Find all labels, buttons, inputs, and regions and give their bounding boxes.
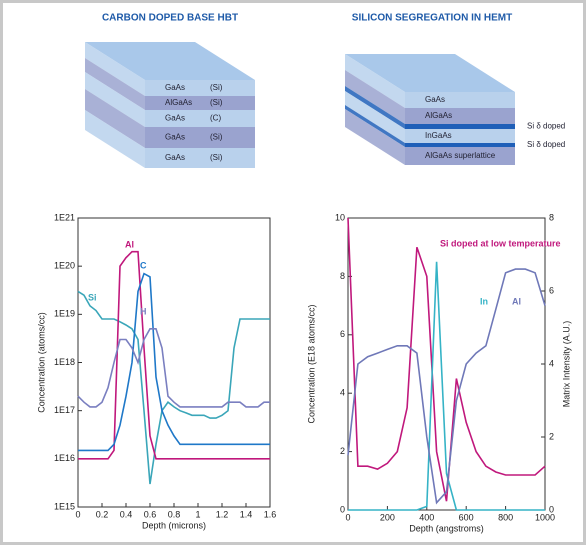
- y-axis-label: Concentration (atoms/cc): [36, 312, 46, 413]
- layer: [145, 96, 255, 110]
- x-tick-label: 200: [380, 512, 395, 522]
- series-line: [78, 250, 270, 460]
- layer-dopant: (Si): [210, 153, 223, 162]
- series-line: [77, 290, 270, 485]
- slab-side: [85, 58, 145, 110]
- x-tick-label: 1.2: [216, 509, 229, 519]
- layer: [145, 110, 255, 127]
- slab-top: [85, 42, 255, 80]
- y2-axis-label: Matrix Intensity (A.U.): [561, 321, 571, 408]
- x-tick-label: 0.2: [96, 509, 109, 519]
- y-tick-label: 0: [340, 504, 345, 514]
- charts: 0 0.2 0.4 0.6 0.8 1 1.2 1.4 1.6 1E15 1E16 1E17 1E18 1…: [36, 212, 571, 533]
- x-tick-label: 400: [419, 512, 434, 522]
- y2-tick-label: 4: [549, 358, 554, 368]
- y-tick-label: 1E20: [54, 261, 75, 271]
- y-tick-label: 10: [335, 212, 345, 222]
- series-label: H: [140, 306, 147, 316]
- series-line: [78, 272, 270, 452]
- layer-material: AlGaAs: [425, 111, 452, 120]
- x-tick-label: 600: [459, 512, 474, 522]
- x-tick-label: 1.4: [240, 509, 253, 519]
- layer: [405, 124, 515, 129]
- series-line: [77, 328, 270, 408]
- x-tick-label: 0.8: [168, 509, 181, 519]
- slab-side: [345, 86, 405, 129]
- x-tick-label: 1: [195, 509, 200, 519]
- diagrams: GaAs (Si) AlGaAs (Si) GaAs (C) GaAs (Si) GaAs (Si…: [85, 42, 565, 168]
- y-tick-label: 1E19: [54, 309, 75, 319]
- diagram-title: SILICON SEGREGATION IN HEMT: [352, 13, 512, 24]
- layer-dopant: (Si): [210, 98, 223, 107]
- series-label: Si: [88, 292, 97, 302]
- layer-material: GaAs: [165, 114, 185, 123]
- x-axis-label: Depth (angstroms): [409, 523, 484, 533]
- series-line: [348, 261, 545, 511]
- y-tick-label: 1E16: [54, 453, 75, 463]
- x-tick-label: 1000: [535, 512, 555, 522]
- y-tick-label: 1E18: [54, 357, 75, 367]
- y-tick-label: 1E21: [54, 212, 75, 222]
- y2-tick-label: 2: [549, 431, 554, 441]
- slab-side: [345, 70, 405, 124]
- layer: [405, 129, 515, 143]
- series-label: In: [480, 296, 488, 306]
- layer-material: InGaAs: [425, 131, 452, 140]
- slab-side: [345, 91, 405, 143]
- y-tick-label: 1E15: [54, 501, 75, 511]
- layer: [145, 148, 255, 168]
- x-tick-label: 0: [75, 509, 80, 519]
- series-line: [347, 268, 546, 505]
- layer-material: AlGaAs superlattice: [425, 151, 496, 160]
- slab-side: [85, 72, 145, 127]
- slab-top: [345, 54, 515, 92]
- layer: [405, 108, 515, 124]
- slab-side: [85, 110, 145, 168]
- y2-tick-label: 8: [549, 212, 554, 222]
- layer: [145, 127, 255, 148]
- y-axis-label: Concentration (E18 atoms/cc): [306, 304, 316, 423]
- layer: [405, 147, 515, 165]
- y-tick-label: 8: [340, 271, 345, 281]
- layer-dopant: (Si): [210, 133, 223, 142]
- slab-side: [345, 54, 405, 108]
- slab-side: [85, 42, 145, 96]
- x-tick-label: 0.6: [144, 509, 157, 519]
- x-axis-label: Depth (microns): [142, 520, 206, 530]
- diagram-title: CARBON DOPED BASE HBT: [102, 13, 238, 24]
- series-label: Si doped at low temperature: [440, 238, 561, 248]
- y-tick-label: 2: [340, 446, 345, 456]
- layer-material: GaAs: [165, 83, 185, 92]
- layer-dopant: (C): [210, 114, 221, 123]
- slab-side: [345, 105, 405, 147]
- x-tick-label: 0.4: [120, 509, 133, 519]
- series-label: Al: [125, 239, 134, 249]
- layer: [405, 143, 515, 147]
- layer: [405, 92, 515, 108]
- layer-material: AlGaAs: [165, 98, 192, 107]
- layer: [145, 80, 255, 96]
- slab-side: [345, 109, 405, 165]
- y-tick-label: 4: [340, 388, 345, 398]
- y-tick-label: 6: [340, 329, 345, 339]
- x-tick-label: 0: [345, 512, 350, 522]
- series-line: [347, 217, 546, 502]
- series-label: C: [140, 260, 147, 270]
- x-tick-label: 1.6: [264, 509, 277, 519]
- y-tick-label: 1E17: [54, 405, 75, 415]
- layer-dopant: (Si): [210, 83, 223, 92]
- series-label: Al: [512, 296, 521, 306]
- delta-note: Si δ doped: [527, 140, 565, 149]
- layer-material: GaAs: [165, 133, 185, 142]
- slab-side: [85, 89, 145, 148]
- delta-note: Si δ doped: [527, 122, 565, 131]
- x-tick-label: 800: [498, 512, 513, 522]
- layer-material: GaAs: [425, 95, 445, 104]
- layer-material: GaAs: [165, 153, 185, 162]
- y2-tick-label: 0: [549, 504, 554, 514]
- y2-tick-label: 6: [549, 285, 554, 295]
